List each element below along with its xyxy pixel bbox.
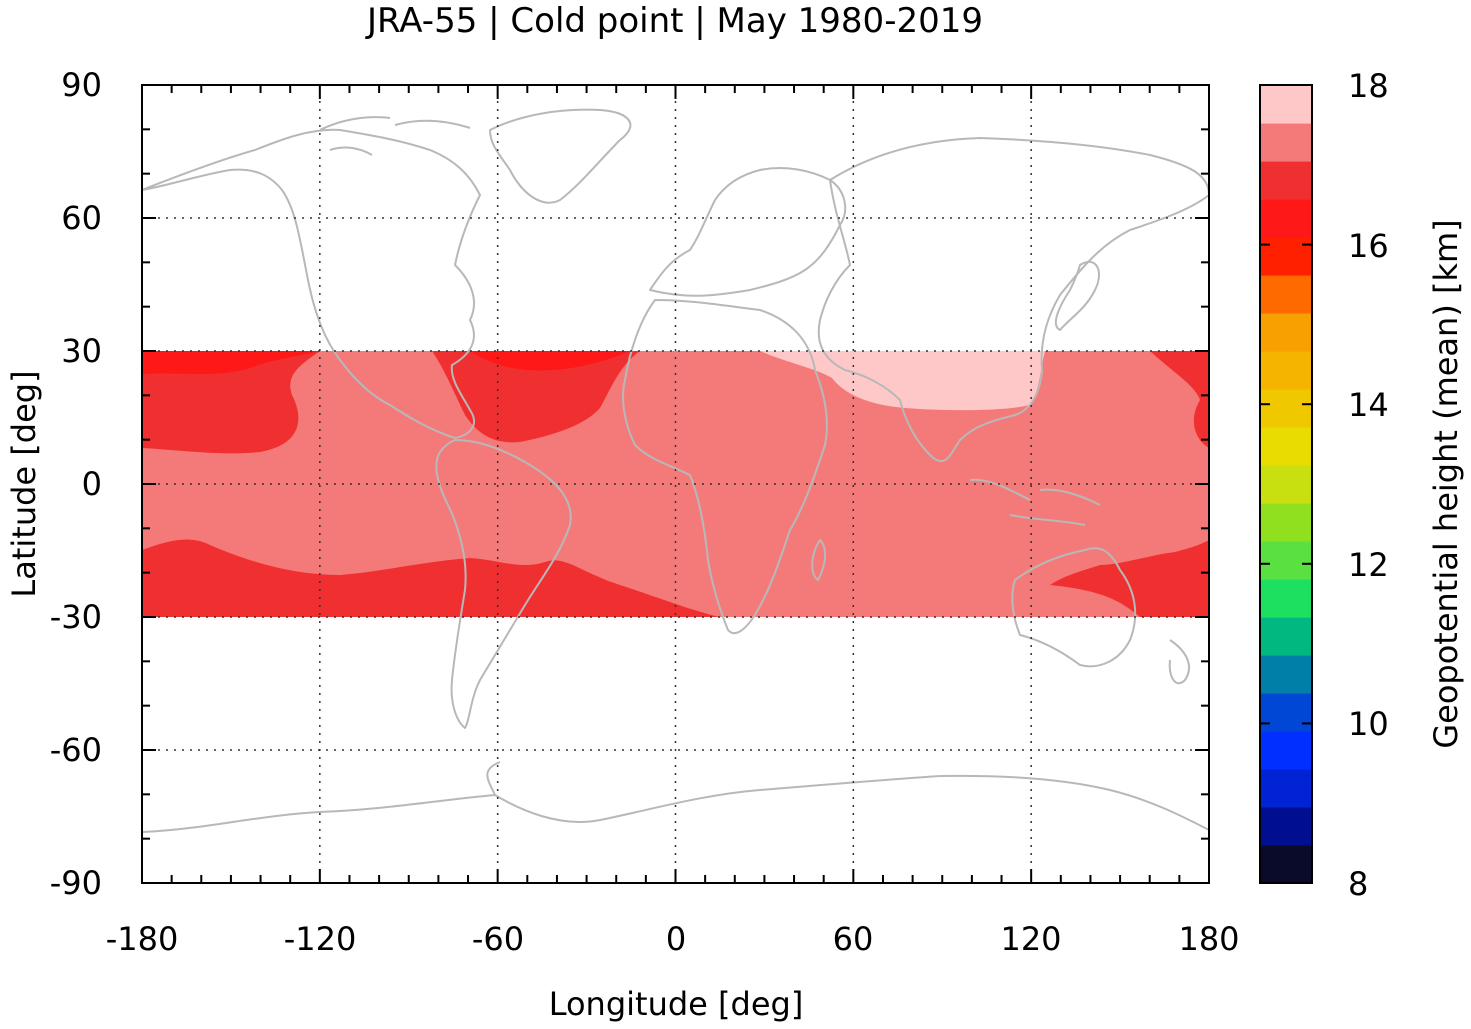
coast-japan <box>1054 260 1100 331</box>
coast-greenland <box>489 108 632 204</box>
colorbar-swatch <box>1260 845 1312 884</box>
y-tick-label: 30 <box>61 332 102 370</box>
x-axis-label: Longitude [deg] <box>549 985 804 1023</box>
x-tick-labels: -180 -120 -60 0 60 120 180 <box>106 920 1240 958</box>
colorbar-swatch <box>1260 85 1312 124</box>
coast-africa <box>622 299 828 635</box>
coast-asia <box>817 137 1209 463</box>
region-pacific-north <box>142 351 320 454</box>
coast-indonesia <box>969 478 1101 526</box>
colorbar-swatch <box>1260 579 1312 618</box>
y-tick-label: -90 <box>50 864 102 902</box>
colorbar-swatch <box>1260 275 1312 314</box>
coast-antarctica <box>142 774 1209 833</box>
y-axis-label: Latitude [deg] <box>5 370 43 597</box>
grid-lines <box>142 85 1209 883</box>
colorbar-swatch <box>1260 199 1312 238</box>
colorbar-swatch <box>1260 769 1312 808</box>
region-pacific-north-edge <box>142 351 320 374</box>
y-tick-label: -60 <box>50 731 102 769</box>
x-tick-label: 180 <box>1178 920 1239 958</box>
colorbar-swatch <box>1260 351 1312 390</box>
region-south-west <box>142 539 720 617</box>
colorbar-frame <box>1259 84 1313 884</box>
colorbar-swatch <box>1260 313 1312 352</box>
colorbar <box>1260 85 1312 884</box>
y-tick-labels: 90 60 30 0 -30 -60 -90 <box>50 66 102 902</box>
colorbar-tick-label: 8 <box>1348 865 1368 903</box>
y-tick-label: -30 <box>50 598 102 636</box>
coast-south-america <box>435 439 572 729</box>
x-tick-label: -120 <box>284 920 357 958</box>
colorbar-tick-label: 14 <box>1348 386 1389 424</box>
region-asia <box>760 351 1045 411</box>
colorbar-swatch <box>1260 693 1312 732</box>
colorbar-swatch <box>1260 161 1312 200</box>
coast-north-america <box>142 128 481 439</box>
coast-new-zealand <box>1168 639 1190 685</box>
colorbar-swatch <box>1260 503 1312 542</box>
colorbar-label: Geopotential height (mean) [km] <box>1427 219 1465 748</box>
colorbar-tick-labels: 18 16 14 12 10 8 <box>1348 67 1389 903</box>
x-tick-label: 60 <box>833 920 874 958</box>
colorbar-swatch <box>1260 655 1312 694</box>
colorbar-tick-label: 16 <box>1348 227 1389 265</box>
chart-title: JRA-55 | Cold point | May 1980-2019 <box>365 1 983 41</box>
coast-antarctic-peninsula <box>486 761 501 796</box>
x-tick-label: -60 <box>472 920 524 958</box>
colorbar-swatch <box>1260 731 1312 770</box>
colorbar-swatch <box>1260 465 1312 504</box>
y-tick-label: 0 <box>82 465 102 503</box>
colorbar-ticks <box>1260 84 1312 884</box>
colorbar-swatch <box>1260 617 1312 656</box>
region-south-australia <box>1050 540 1209 617</box>
colorbar-swatch <box>1260 427 1312 466</box>
colorbar-tick-label: 10 <box>1348 705 1389 743</box>
x-tick-label: 0 <box>666 920 686 958</box>
colorbar-swatch <box>1260 807 1312 846</box>
region-atlantic-north-edge <box>470 351 630 371</box>
colorbar-swatch <box>1260 389 1312 428</box>
colorbar-swatch <box>1260 541 1312 580</box>
coast-arctic-islands <box>319 116 471 156</box>
region-pacific-northeast <box>1150 351 1209 448</box>
y-tick-label: 60 <box>61 199 102 237</box>
y-tick-label: 90 <box>61 66 102 104</box>
x-tick-label: -180 <box>106 920 179 958</box>
axis-ticks <box>141 84 1210 884</box>
colorbar-tick-label: 18 <box>1348 67 1389 105</box>
colorbar-swatch <box>1260 237 1312 276</box>
x-tick-label: 120 <box>1000 920 1061 958</box>
colorbar-swatch <box>1260 123 1312 162</box>
coast-australia <box>1011 547 1137 668</box>
coast-madagascar <box>811 539 826 581</box>
colorbar-tick-label: 12 <box>1348 546 1389 584</box>
coastlines <box>142 108 1209 833</box>
region-atlantic-north <box>432 351 640 443</box>
